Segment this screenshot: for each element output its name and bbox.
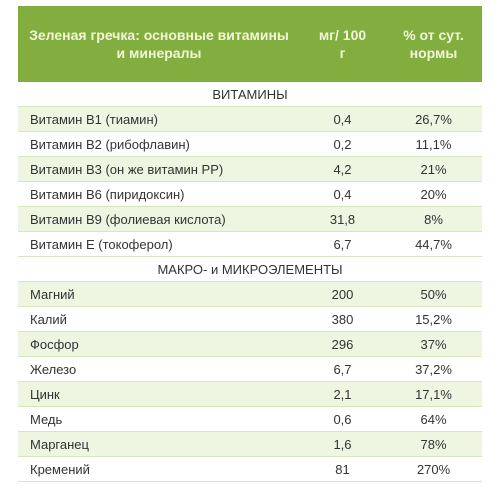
amount: 4,2 — [300, 156, 385, 182]
table-body: ВИТАМИНЫ Витамин B1 (тиамин) 0,4 26,7% Витам… — [18, 82, 482, 482]
header-row: Зеленая гречка: основные витамины и мине… — [18, 6, 482, 82]
daily-percent: 37% — [385, 331, 482, 357]
section-title: МАКРО- и МИКРОЭЛЕМЕНТЫ — [18, 256, 482, 282]
section-title: ВИТАМИНЫ — [18, 82, 482, 107]
daily-percent: 37,2% — [385, 356, 482, 382]
data-row: Витамин B2 (рибофлавин) 0,2 11,1% — [18, 131, 482, 157]
nutrient-name: Железо — [18, 356, 300, 382]
amount: 200 — [300, 281, 385, 307]
data-row: Кремений 81 270% — [18, 456, 482, 482]
nutrition-table: Зеленая гречка: основные витамины и мине… — [18, 6, 482, 482]
daily-percent: 8% — [385, 206, 482, 232]
daily-percent: 50% — [385, 281, 482, 307]
daily-percent: 11,1% — [385, 131, 482, 157]
data-row: Фосфор 296 37% — [18, 331, 482, 357]
daily-percent: 15,2% — [385, 306, 482, 332]
amount: 0,2 — [300, 131, 385, 157]
nutrient-name: Витамин B2 (рибофлавин) — [18, 131, 300, 157]
daily-percent: 26,7% — [385, 106, 482, 132]
nutrient-name: Витамин B3 (он же витамин PP) — [18, 156, 300, 182]
amount: 380 — [300, 306, 385, 332]
nutrient-name: Витамин E (токоферол) — [18, 231, 300, 257]
data-row: Калий 380 15,2% — [18, 306, 482, 332]
daily-percent: 44,7% — [385, 231, 482, 257]
daily-percent: 21% — [385, 156, 482, 182]
data-row: Витамин B3 (он же витамин PP) 4,2 21% — [18, 156, 482, 182]
amount: 0,6 — [300, 406, 385, 432]
nutrient-name: Кремений — [18, 456, 300, 482]
daily-percent: 78% — [385, 431, 482, 457]
amount: 6,7 — [300, 356, 385, 382]
data-row: Витамин B1 (тиамин) 0,4 26,7% — [18, 106, 482, 132]
amount: 0,4 — [300, 106, 385, 132]
daily-percent: 17,1% — [385, 381, 482, 407]
data-row: Марганец 1,6 78% — [18, 431, 482, 457]
nutrient-name: Магний — [18, 281, 300, 307]
nutrient-name: Витамин B1 (тиамин) — [18, 106, 300, 132]
data-row: Витамин B9 (фолиевая кислота) 31,8 8% — [18, 206, 482, 232]
nutrient-name: Медь — [18, 406, 300, 432]
daily-percent: 20% — [385, 181, 482, 207]
daily-percent: 270% — [385, 456, 482, 482]
nutrient-name: Витамин B6 (пиридоксин) — [18, 181, 300, 207]
section-row: ВИТАМИНЫ — [18, 82, 482, 107]
col-header: мг/ 100 г — [300, 6, 385, 82]
daily-percent: 64% — [385, 406, 482, 432]
data-row: Железо 6,7 37,2% — [18, 356, 482, 382]
data-row: Магний 200 50% — [18, 281, 482, 307]
col-header: % от сут. нормы — [385, 6, 482, 82]
data-row: Цинк 2,1 17,1% — [18, 381, 482, 407]
amount: 31,8 — [300, 206, 385, 232]
amount: 0,4 — [300, 181, 385, 207]
nutrient-name: Фосфор — [18, 331, 300, 357]
nutrient-name: Марганец — [18, 431, 300, 457]
nutrient-name: Цинк — [18, 381, 300, 407]
amount: 2,1 — [300, 381, 385, 407]
nutrient-name: Калий — [18, 306, 300, 332]
amount: 81 — [300, 456, 385, 482]
data-row: Витамин E (токоферол) 6,7 44,7% — [18, 231, 482, 257]
nutrient-name: Витамин B9 (фолиевая кислота) — [18, 206, 300, 232]
amount: 296 — [300, 331, 385, 357]
data-row: Витамин B6 (пиридоксин) 0,4 20% — [18, 181, 482, 207]
title: Зеленая гречка: основные витамины и мине… — [18, 6, 300, 82]
amount: 1,6 — [300, 431, 385, 457]
section-row: МАКРО- и МИКРОЭЛЕМЕНТЫ — [18, 256, 482, 282]
amount: 6,7 — [300, 231, 385, 257]
data-row: Медь 0,6 64% — [18, 406, 482, 432]
